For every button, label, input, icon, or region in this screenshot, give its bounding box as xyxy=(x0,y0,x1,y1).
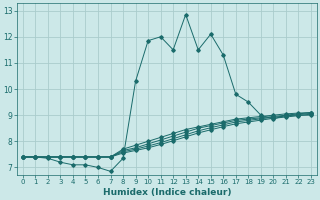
X-axis label: Humidex (Indice chaleur): Humidex (Indice chaleur) xyxy=(103,188,231,197)
